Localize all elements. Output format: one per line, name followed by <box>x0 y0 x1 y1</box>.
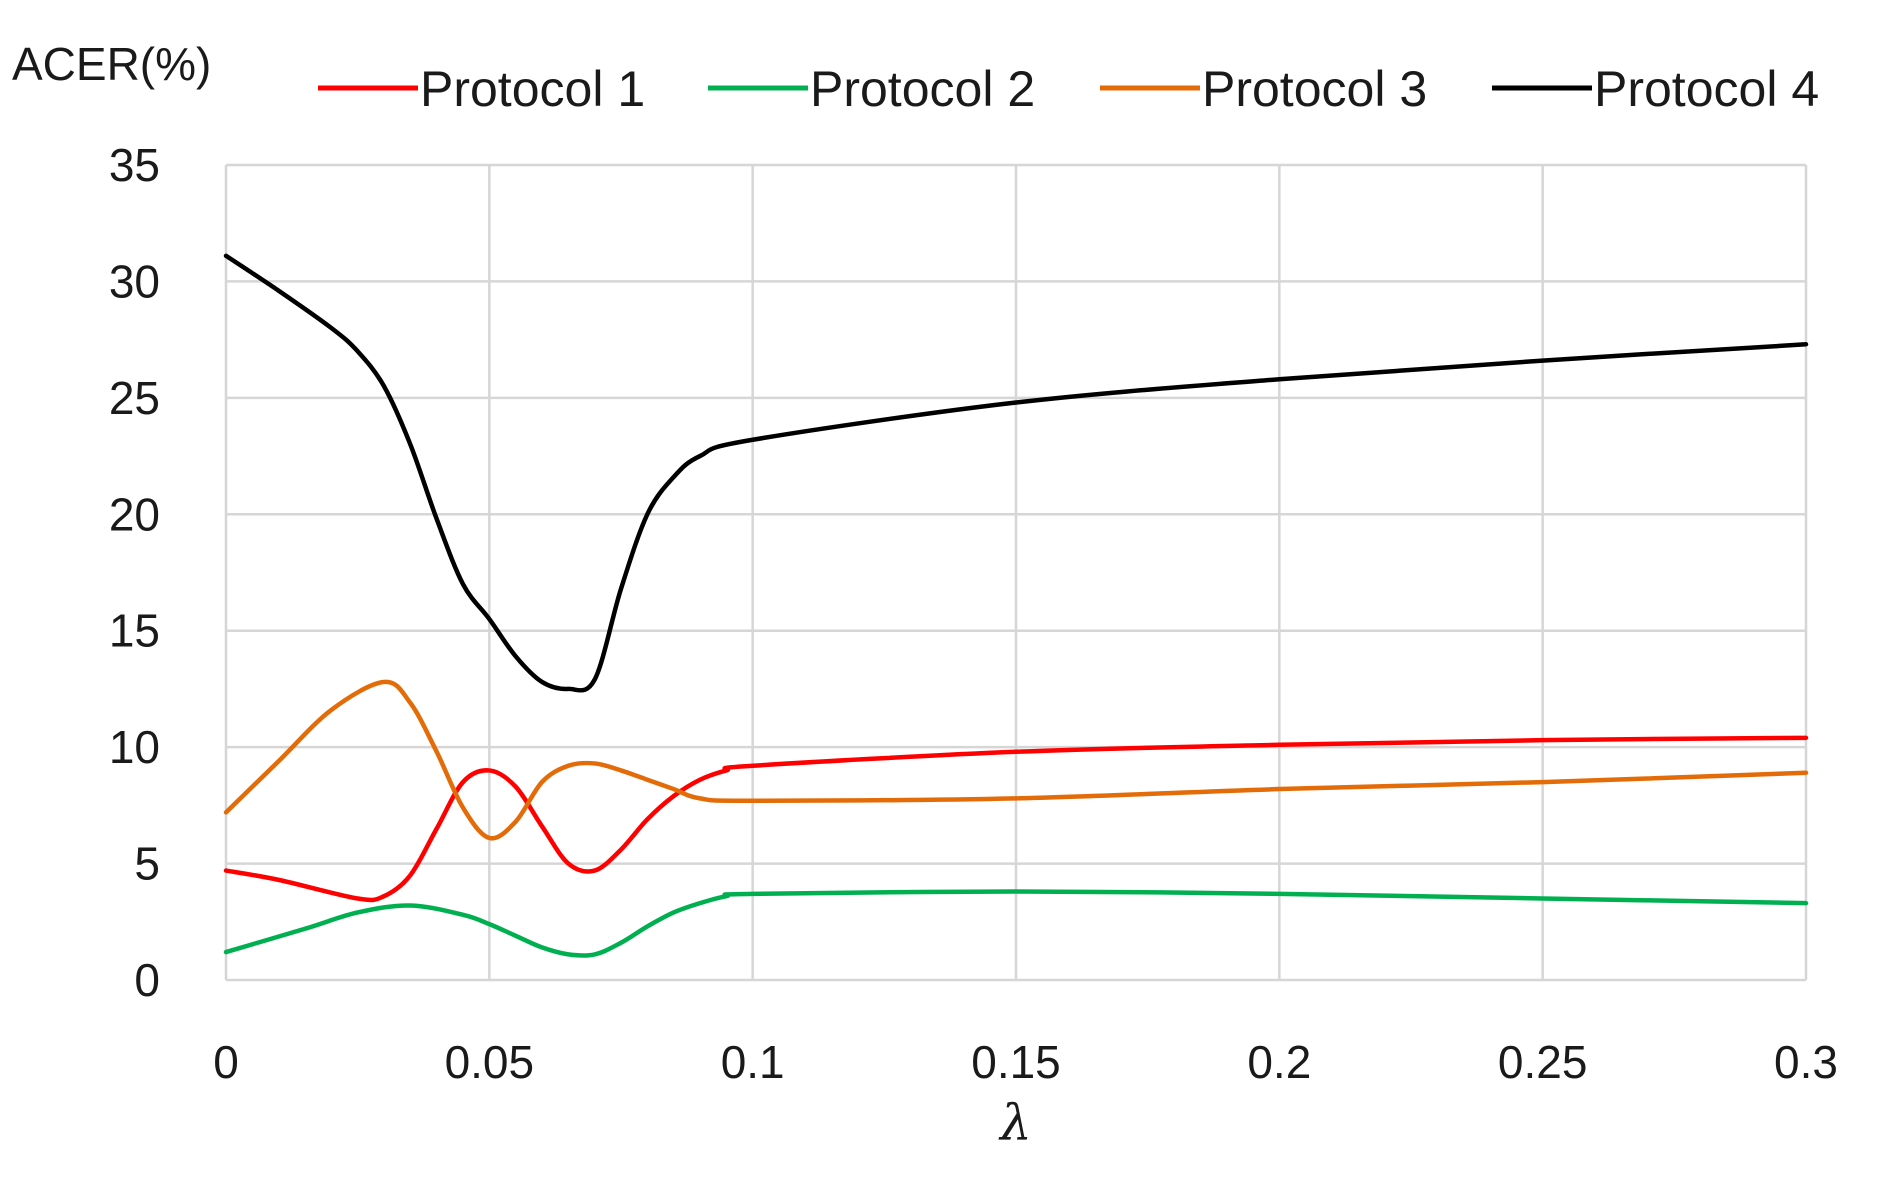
legend-label: Protocol 2 <box>810 61 1035 117</box>
y-tick-label: 30 <box>109 255 160 307</box>
series-line-protocol-1 <box>223 735 1809 903</box>
legend-item-protocol-2: Protocol 2 <box>708 61 1035 117</box>
x-tick-label: 0.05 <box>445 1036 535 1088</box>
y-axis-label: ACER(%) <box>12 38 211 90</box>
legend-label: Protocol 4 <box>1594 61 1819 117</box>
legend-label: Protocol 3 <box>1202 61 1427 117</box>
series-line-protocol-4 <box>223 253 1809 693</box>
series-line-protocol-2 <box>223 889 1809 958</box>
series-line-protocol-3 <box>223 679 1809 841</box>
series-layer <box>223 253 1809 958</box>
y-tick-label: 35 <box>109 139 160 191</box>
grid <box>224 163 1808 982</box>
x-axis-label: λ <box>998 1094 1032 1152</box>
x-tick-labels: 0 0.05 0.1 0.15 0.2 0.25 0.3 <box>213 1036 1838 1088</box>
legend: Protocol 1 Protocol 2 Protocol 3 Protocol 4 <box>318 61 1819 117</box>
x-tick-label: 0.1 <box>721 1036 785 1088</box>
legend-item-protocol-1: Protocol 1 <box>318 61 645 117</box>
y-tick-label: 20 <box>109 488 160 540</box>
y-tick-label: 10 <box>109 721 160 773</box>
y-tick-labels: 0 5 10 15 20 25 30 35 <box>109 139 160 1006</box>
x-tick-label: 0.2 <box>1247 1036 1311 1088</box>
x-tick-label: 0 <box>213 1036 239 1088</box>
x-tick-label: 0.3 <box>1774 1036 1838 1088</box>
legend-item-protocol-4: Protocol 4 <box>1492 61 1819 117</box>
legend-label: Protocol 1 <box>420 61 645 117</box>
y-tick-label: 15 <box>109 605 160 657</box>
y-tick-label: 0 <box>134 954 160 1006</box>
y-tick-label: 5 <box>134 838 160 890</box>
x-tick-label: 0.15 <box>971 1036 1061 1088</box>
x-tick-label: 0.25 <box>1498 1036 1588 1088</box>
y-tick-label: 25 <box>109 372 160 424</box>
legend-item-protocol-3: Protocol 3 <box>1100 61 1427 117</box>
